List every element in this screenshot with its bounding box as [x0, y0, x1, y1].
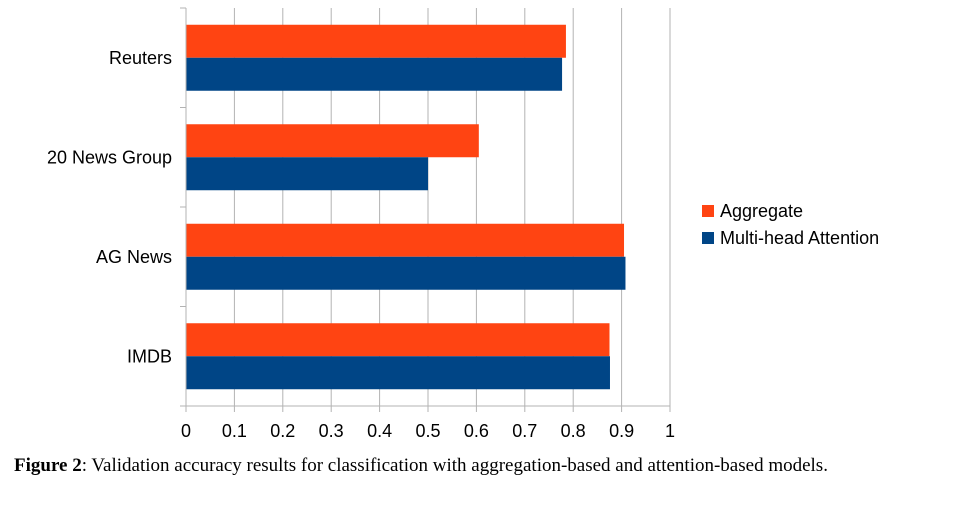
- x-tick-labels: 0 0.1 0.2 0.3 0.4 0.5 0.6 0.7 0.8 0.9 1: [181, 421, 675, 441]
- bar-multi-head-attention-reuters: [186, 57, 563, 91]
- x-tick-label: 0.9: [609, 421, 634, 441]
- x-tick-label: 0.2: [270, 421, 295, 441]
- legend-swatch: [702, 205, 714, 217]
- x-tick-label: 0.7: [512, 421, 537, 441]
- figure-caption: Figure 2: Validation accuracy results fo…: [14, 455, 934, 477]
- category-label: 20 News Group: [47, 147, 172, 167]
- bar-aggregate-ag-news: [186, 223, 625, 257]
- x-tick-label: 0.5: [415, 421, 440, 441]
- legend-swatch: [702, 232, 714, 244]
- x-tick-label: 0.8: [561, 421, 586, 441]
- x-tick-label: 0.3: [319, 421, 344, 441]
- bar-multi-head-attention-imdb: [186, 356, 610, 390]
- legend-label: Aggregate: [720, 201, 803, 221]
- bar-aggregate-20-news-group: [186, 124, 479, 158]
- category-label: Reuters: [109, 48, 172, 68]
- category-label: IMDB: [127, 346, 172, 366]
- x-tick-label: 0: [181, 421, 191, 441]
- bars: [186, 24, 626, 390]
- category-labels: Reuters 20 News Group AG News IMDB: [47, 48, 172, 367]
- axes: [180, 7, 671, 412]
- bar-aggregate-imdb: [186, 323, 610, 357]
- category-label: AG News: [96, 247, 172, 267]
- x-tick-label: 0.1: [222, 421, 247, 441]
- caption-label: Figure 2: [14, 455, 82, 476]
- caption-text: : Validation accuracy results for classi…: [81, 455, 828, 476]
- bar-multi-head-attention-20-news-group: [186, 157, 428, 191]
- x-tick-label: 0.4: [367, 421, 392, 441]
- x-tick-label: 0.6: [464, 421, 489, 441]
- legend-label: Multi-head Attention: [720, 228, 879, 248]
- x-tick-label: 1: [665, 421, 675, 441]
- bar-chart: 0 0.1 0.2 0.3 0.4 0.5 0.6 0.7 0.8 0.9 1 Reuters 20 …: [47, 7, 879, 441]
- legend: Aggregate Multi-head Attention: [702, 201, 879, 248]
- bar-aggregate-reuters: [186, 24, 566, 58]
- bar-multi-head-attention-ag-news: [186, 256, 626, 290]
